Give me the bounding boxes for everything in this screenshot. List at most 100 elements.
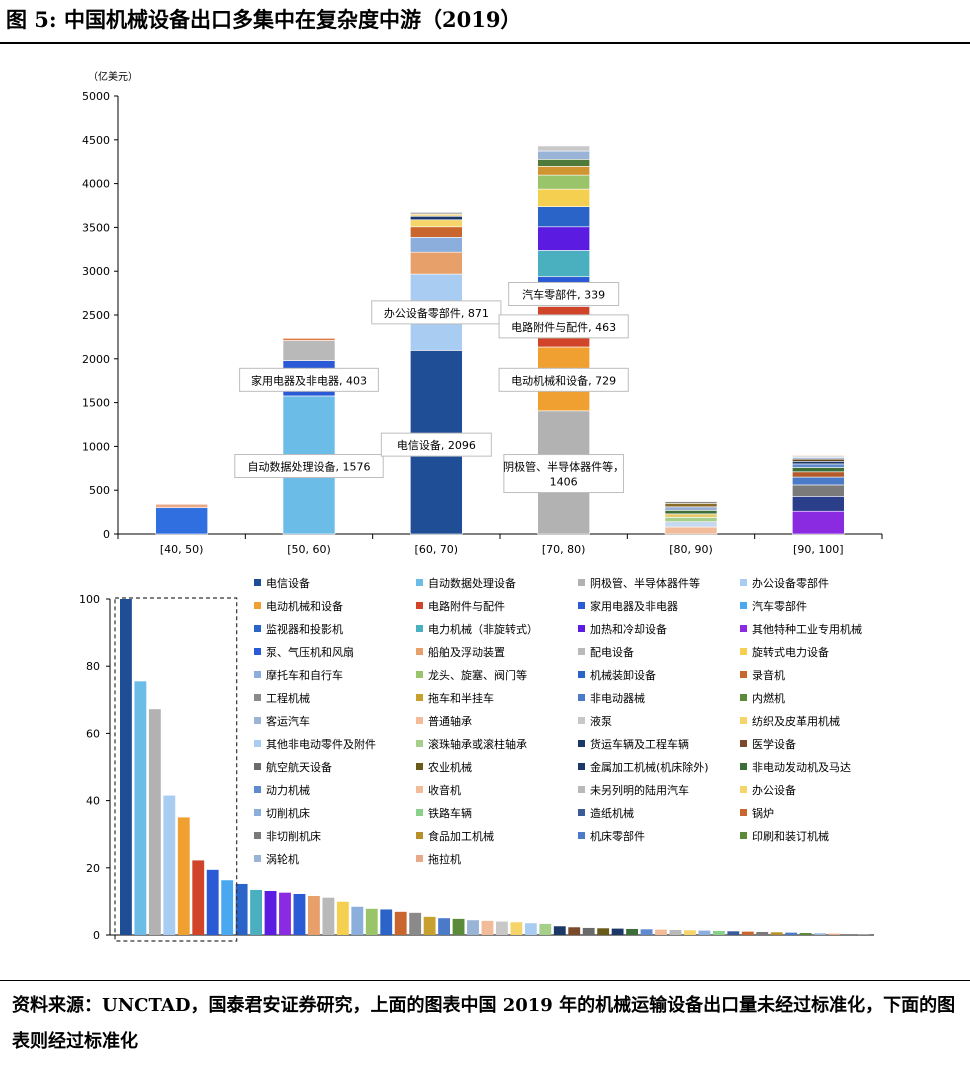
normalized-bar: [756, 931, 769, 935]
legend-swatch: [740, 809, 747, 816]
legend-swatch: [740, 694, 747, 701]
data-label: 办公设备零部件, 871: [384, 306, 489, 320]
legend-label: 电路附件与配件: [428, 599, 505, 613]
y-tick-label: 4500: [82, 134, 110, 147]
x-tick-label: [90, 100]: [793, 543, 844, 556]
stack-segment: [282, 338, 336, 341]
legend-label: 航空航天设备: [266, 760, 332, 774]
legend-swatch: [740, 671, 747, 678]
legend-label: 非电动发动机及马达: [752, 760, 851, 774]
normalized-bar: [336, 901, 349, 935]
y-tick-label: 500: [89, 484, 110, 497]
legend-swatch: [254, 694, 261, 701]
data-label: 阴极管、半导体器件等，: [503, 460, 624, 474]
normalized-bar: [452, 918, 465, 935]
data-label-box: [503, 454, 624, 494]
legend-label: 船舶及浮动装置: [428, 645, 505, 659]
legend-swatch: [578, 763, 585, 770]
normalized-bar: [799, 932, 812, 935]
y-unit-label: （亿美元）: [88, 70, 138, 83]
normalized-bar: [206, 869, 219, 935]
y-tick-label: 40: [86, 795, 100, 808]
legend-label: 动力机械: [266, 783, 310, 797]
normalized-bar: [828, 933, 841, 935]
legend-swatch: [578, 625, 585, 632]
normalized-bar: [308, 896, 320, 935]
title-divider: [0, 42, 970, 44]
data-label: 电信设备, 2096: [397, 438, 476, 452]
normalized-bar: [235, 883, 248, 935]
stack-segment: [664, 501, 718, 504]
y-tick-label: 5000: [82, 90, 110, 103]
normalized-bar: [684, 930, 696, 935]
legend-label: 收音机: [428, 783, 461, 797]
normalized-bar: [380, 909, 393, 935]
legend-swatch: [740, 832, 747, 839]
normalized-bar: [394, 911, 407, 935]
legend-swatch: [740, 579, 747, 586]
legend-swatch: [416, 579, 423, 586]
legend-label: 其他特种工业专用机械: [752, 622, 862, 636]
legend-swatch: [254, 648, 261, 655]
highlight-dashed-box: [114, 597, 238, 942]
legend-swatch: [416, 625, 423, 632]
y-tick-label: 3500: [82, 221, 110, 234]
legend-label: 货运车辆及工程车辆: [590, 737, 689, 751]
normalized-bar: [250, 889, 263, 935]
normalized-bar: [553, 926, 566, 935]
source-note: 资料来源：UNCTAD，国泰君安证券研究，上面的图表中国 2019 年的机械运输…: [12, 995, 956, 1052]
normalized-bar: [712, 930, 725, 935]
legend-label: 客运汽车: [266, 714, 310, 728]
normalized-bar: [192, 860, 205, 935]
normalized-bar: [177, 817, 190, 935]
legend-label: 内燃机: [752, 691, 785, 705]
y-tick-label: 100: [79, 593, 100, 606]
data-label-box: [371, 300, 502, 325]
legend-swatch: [254, 832, 261, 839]
normalized-bar: [148, 709, 161, 935]
y-tick-label: 0: [93, 929, 100, 942]
normalized-bar: [669, 929, 682, 935]
legend-label: 食品加工机械: [428, 829, 494, 843]
legend-label: 电信设备: [266, 576, 310, 590]
legend-label: 机床零部件: [590, 829, 645, 843]
legend-swatch: [578, 809, 585, 816]
legend-label: 普通轴承: [428, 714, 472, 728]
normalized-bar: [438, 918, 451, 935]
legend-label: 电动机械和设备: [266, 599, 343, 613]
legend-label: 未另列明的陆用汽车: [590, 783, 689, 797]
data-label-box: [498, 314, 629, 339]
legend-swatch: [416, 671, 423, 678]
normalized-bar: [510, 922, 523, 935]
legend-label: 录音机: [752, 668, 785, 682]
y-tick-label: 0: [103, 528, 110, 541]
x-tick-label: [40, 50): [160, 543, 204, 556]
stack-segment: [537, 250, 590, 278]
legend-label: 泵、气压机和风扇: [266, 645, 354, 659]
legend-swatch: [416, 648, 423, 655]
legend-swatch: [416, 740, 423, 747]
legend-swatch: [254, 717, 261, 724]
normalized-bar: [539, 923, 552, 935]
normalized-bar: [221, 880, 234, 935]
legend-label: 龙头、旋塞、阀门等: [428, 668, 527, 682]
legend-swatch: [740, 786, 747, 793]
normalized-bar: [785, 932, 798, 935]
legend-swatch: [254, 763, 261, 770]
normalized-bar: [496, 921, 508, 935]
data-label: 自动数据处理设备, 1576: [248, 460, 371, 474]
legend-swatch: [578, 602, 585, 609]
normalized-bar: [857, 934, 870, 935]
legend-swatch: [578, 832, 585, 839]
legend-label: 配电设备: [590, 645, 634, 659]
normalized-bar: [163, 795, 176, 935]
normalized-bar: [640, 929, 653, 935]
legend-swatch: [254, 671, 261, 678]
normalized-bar: [524, 923, 537, 935]
legend-label: 办公设备: [752, 783, 796, 797]
legend-swatch: [254, 740, 261, 747]
y-tick-label: 2500: [82, 309, 110, 322]
normalized-bar: [741, 931, 754, 935]
legend-label: 监视器和投影机: [266, 622, 343, 636]
legend-swatch: [740, 717, 747, 724]
